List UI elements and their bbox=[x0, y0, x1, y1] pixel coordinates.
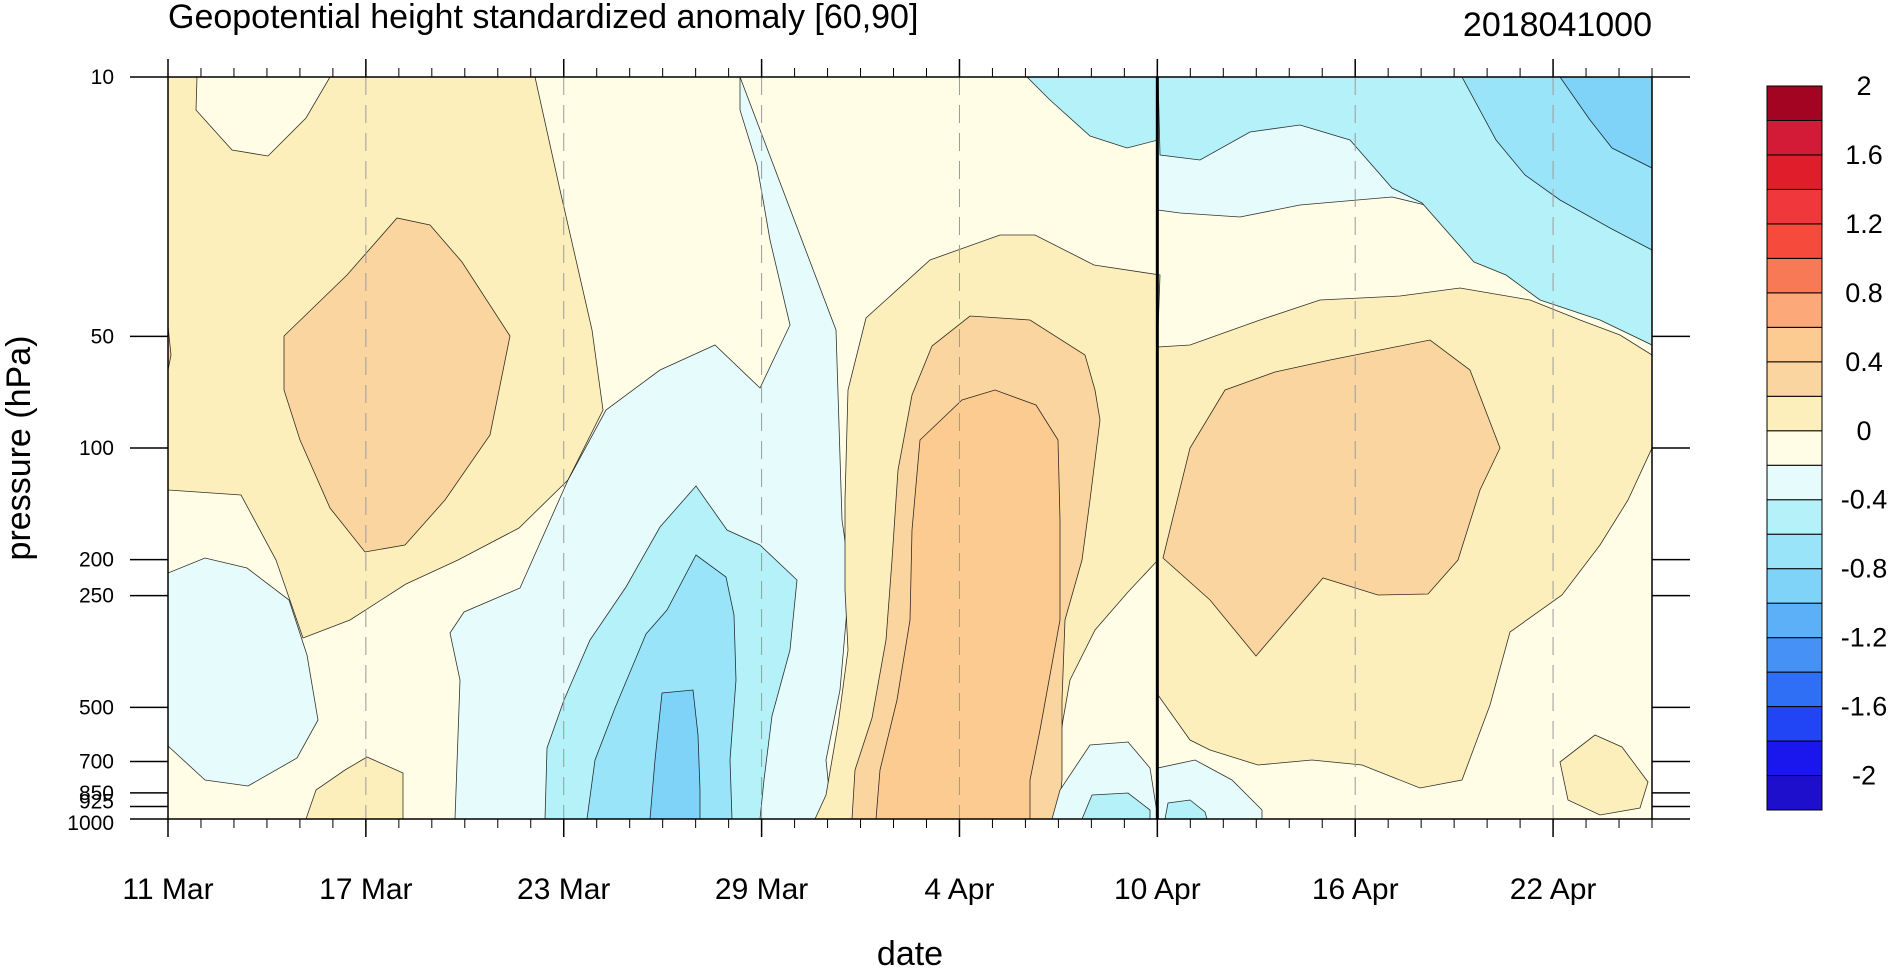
colorbar-swatch bbox=[1766, 85, 1823, 121]
colorbar-label: -1.6 bbox=[1841, 692, 1888, 722]
band-warm-april-core bbox=[875, 389, 1061, 819]
colorbar-label: 1.2 bbox=[1845, 209, 1883, 239]
band-cold-low-10apr-2 bbox=[1081, 792, 1151, 819]
x-tick-label: 23 Mar bbox=[517, 873, 610, 906]
y-tick-label: 50 bbox=[91, 325, 114, 348]
band-warm-mid-april-mid bbox=[1162, 339, 1501, 657]
colorbar-label: 1.6 bbox=[1845, 140, 1883, 170]
y-tick-label: 10 bbox=[91, 66, 114, 89]
colorbar-label: -1.2 bbox=[1841, 623, 1888, 653]
colorbar-swatch bbox=[1766, 602, 1823, 639]
y-tick-label: 925 bbox=[79, 790, 114, 813]
band-cold-upper-10apr bbox=[1026, 77, 1159, 149]
x-tick-label: 17 Mar bbox=[319, 873, 412, 906]
colorbar-swatch bbox=[1766, 430, 1823, 466]
colorbar-swatch bbox=[1766, 533, 1823, 570]
colorbar-label: 0 bbox=[1856, 416, 1871, 446]
x-tick-label: 11 Mar bbox=[122, 873, 213, 906]
band-cold-low-10apr-4 bbox=[1164, 799, 1208, 819]
y-tick-label: 100 bbox=[79, 437, 114, 460]
colorbar-swatch bbox=[1766, 740, 1823, 777]
band-cold-left bbox=[168, 557, 319, 787]
colorbar-swatch bbox=[1766, 361, 1823, 397]
x-tick-label: 22 Apr bbox=[1510, 873, 1597, 906]
colorbar-swatch bbox=[1766, 464, 1823, 501]
colorbar-swatch bbox=[1766, 706, 1823, 742]
colorbar-swatch bbox=[1766, 499, 1823, 535]
colorbar-label: 0.8 bbox=[1845, 278, 1883, 308]
colorbar-label: 0.4 bbox=[1845, 347, 1883, 377]
colorbar-swatch bbox=[1766, 119, 1823, 156]
x-axis-label: date bbox=[877, 935, 943, 969]
x-tick-label: 29 Mar bbox=[715, 873, 808, 906]
x-tick-label: 10 Apr bbox=[1114, 873, 1201, 906]
colorbar-swatch bbox=[1766, 671, 1823, 708]
colorbar-label: -0.8 bbox=[1841, 554, 1888, 584]
colorbar-swatch bbox=[1766, 395, 1823, 432]
contour-bands bbox=[168, 77, 1652, 819]
colorbar-label: -2 bbox=[1852, 761, 1876, 791]
chart-date-label: 2018041000 bbox=[1463, 6, 1652, 44]
chart-title: Geopotential height standardized anomaly… bbox=[168, 0, 918, 36]
colorbar-swatch bbox=[1766, 568, 1823, 604]
y-tick-label: 250 bbox=[79, 585, 114, 608]
y-tick-label: 1000 bbox=[67, 812, 114, 835]
band-warm-low-left bbox=[305, 756, 404, 819]
x-axis: 11 Mar 17 Mar 23 Mar 29 Mar 4 Apr 10 Apr 16 Ap… bbox=[122, 59, 1653, 906]
colorbar-swatch bbox=[1766, 188, 1823, 225]
colorbar-swatch bbox=[1766, 154, 1823, 190]
y-tick-label: 200 bbox=[79, 549, 114, 572]
colorbar-swatch bbox=[1766, 637, 1823, 673]
band-cold-upper-april-4 bbox=[1559, 77, 1652, 169]
colorbar-label: 2 bbox=[1856, 71, 1871, 101]
x-tick-label: 4 Apr bbox=[924, 873, 994, 906]
band-cold-deep bbox=[649, 689, 701, 819]
y-axis-label: pressure (hPa) bbox=[0, 336, 38, 561]
colorbar-swatch bbox=[1766, 223, 1823, 259]
colorbar-label: -0.4 bbox=[1841, 485, 1888, 515]
colorbar: 2 1.6 1.2 0.8 0.4 0 -0.4 -0.8 -1.2 -1.6 -2 bbox=[1766, 71, 1888, 811]
colorbar-swatch bbox=[1766, 775, 1823, 811]
colorbar-swatch bbox=[1766, 292, 1823, 328]
y-tick-label: 500 bbox=[79, 696, 114, 719]
colorbar-swatch bbox=[1766, 257, 1823, 294]
y-tick-label: 850 bbox=[79, 782, 114, 805]
band-warm-low-right bbox=[1559, 734, 1649, 816]
y-tick-label: 700 bbox=[79, 751, 114, 774]
x-tick-label: 16 Apr bbox=[1312, 873, 1399, 906]
band-warm-core-left bbox=[168, 217, 511, 553]
colorbar-swatch bbox=[1766, 326, 1823, 363]
